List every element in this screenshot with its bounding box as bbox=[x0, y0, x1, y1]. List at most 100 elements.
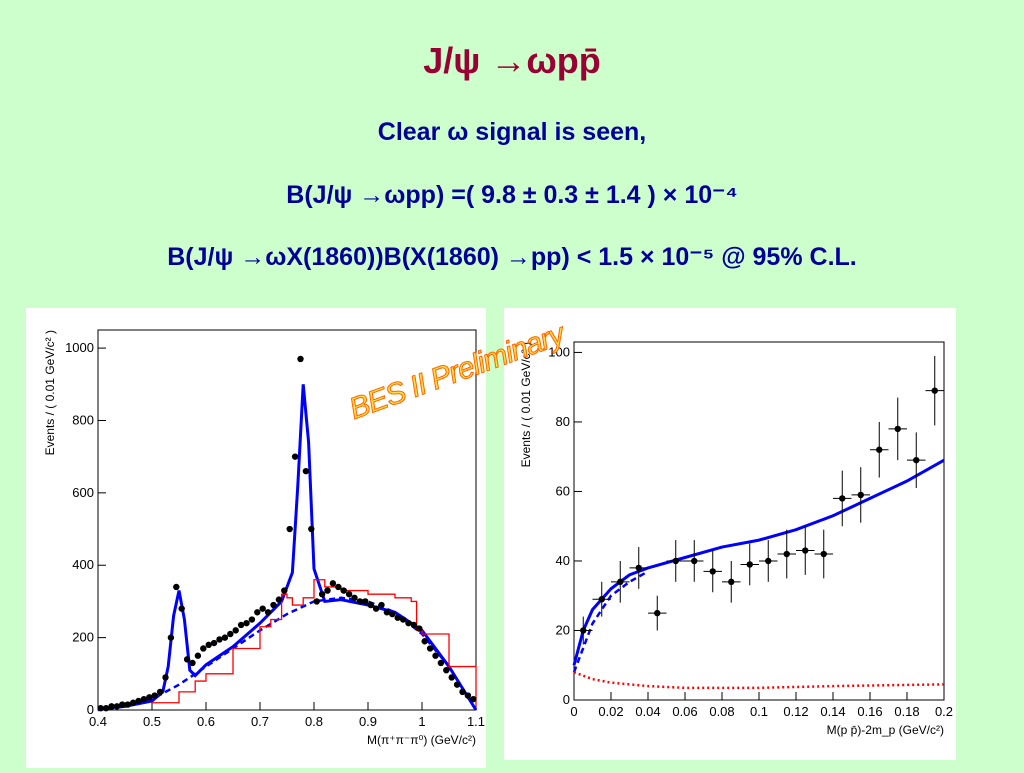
data-point bbox=[216, 636, 223, 643]
mc-histogram bbox=[152, 579, 477, 707]
data-point bbox=[437, 659, 445, 667]
data-point bbox=[416, 625, 423, 632]
x-tick-label: 0.9 bbox=[359, 714, 377, 729]
data-point bbox=[210, 639, 218, 647]
data-point bbox=[151, 692, 158, 699]
data-point bbox=[167, 634, 175, 641]
x-tick-label: 0.06 bbox=[672, 704, 697, 719]
data-point bbox=[97, 704, 104, 712]
data-point bbox=[728, 578, 735, 586]
data-point bbox=[654, 609, 661, 617]
data-point bbox=[367, 601, 374, 609]
data-point bbox=[318, 590, 326, 598]
data-point bbox=[913, 456, 920, 464]
chart-right-panel: 0 0.02 0.04 0.06 0.08 0.1 0.12 0.14 0.16 0.18 0.2 0… bbox=[504, 308, 956, 760]
x-tick-label: 0.08 bbox=[709, 704, 734, 719]
y-tick-label: 20 bbox=[556, 622, 570, 637]
y-tick-label: 80 bbox=[556, 414, 570, 429]
data-point bbox=[313, 598, 320, 605]
data-point bbox=[405, 619, 412, 627]
data-point bbox=[119, 701, 126, 708]
y-tick-label: 40 bbox=[556, 553, 570, 568]
x-tick-label: 0.12 bbox=[783, 704, 808, 719]
slide-title: J/ψ →ωpp̄ bbox=[423, 40, 601, 81]
text-line-3: B(J/ψ →ωX(1860))B(X(1860) →pp) < 1.5 × 1… bbox=[167, 243, 857, 271]
y-tick-label: 100 bbox=[548, 344, 570, 359]
data-point bbox=[308, 525, 315, 533]
y-tick-label: 0 bbox=[87, 702, 94, 717]
data-point bbox=[453, 681, 461, 688]
x-tick-label: 0 bbox=[570, 704, 577, 719]
data-point bbox=[839, 495, 846, 502]
text-line-1: Clear ω signal is seen, bbox=[377, 118, 647, 146]
data-point bbox=[372, 605, 380, 612]
data-point bbox=[227, 630, 234, 638]
data-point bbox=[443, 666, 450, 674]
data-point bbox=[410, 621, 418, 629]
data-point bbox=[931, 387, 938, 394]
data-point bbox=[691, 557, 698, 565]
data-point bbox=[470, 695, 477, 703]
background-fit-curve bbox=[572, 570, 649, 673]
data-point bbox=[857, 491, 864, 499]
data-point bbox=[183, 656, 191, 663]
data-point bbox=[345, 590, 353, 598]
data-point bbox=[129, 699, 137, 706]
x-tick-label: 0.2 bbox=[935, 704, 953, 719]
data-point bbox=[270, 601, 277, 609]
data-point bbox=[335, 583, 342, 591]
x-tick-label: 0.5 bbox=[143, 714, 161, 729]
data-point bbox=[194, 652, 202, 659]
x-tick-label: 0.8 bbox=[305, 714, 323, 729]
data-point bbox=[200, 645, 207, 652]
x-tick-label: 0.18 bbox=[894, 704, 919, 719]
data-point bbox=[617, 578, 624, 586]
data-point bbox=[362, 598, 369, 605]
data-point bbox=[189, 659, 196, 667]
data-point bbox=[383, 609, 391, 616]
x-tick-label: 0.1 bbox=[750, 704, 768, 719]
data-point bbox=[281, 587, 288, 594]
x-tick-label: 0.04 bbox=[635, 704, 660, 719]
data-point bbox=[709, 568, 716, 575]
data-point bbox=[746, 561, 753, 568]
x-tick-label: 0.6 bbox=[197, 714, 215, 729]
data-point bbox=[426, 645, 434, 652]
y-axis-label: Events / ( 0.01 GeV/c² ) bbox=[43, 330, 57, 455]
data-point bbox=[146, 694, 153, 701]
x-tick-label: 1 bbox=[418, 714, 425, 729]
fit-curve bbox=[572, 458, 945, 666]
data-point bbox=[178, 605, 185, 612]
data-point bbox=[108, 703, 115, 710]
data-point bbox=[297, 355, 304, 363]
data-point bbox=[237, 621, 245, 629]
data-point bbox=[783, 550, 790, 558]
data-point bbox=[221, 634, 229, 641]
data-point bbox=[302, 467, 310, 475]
y-tick-label: 600 bbox=[72, 485, 94, 500]
data-point bbox=[394, 614, 401, 621]
data-point bbox=[802, 547, 809, 554]
data-point bbox=[421, 638, 428, 645]
data-point bbox=[232, 627, 239, 634]
data-point bbox=[765, 557, 772, 565]
y-tick-label: 400 bbox=[72, 557, 94, 572]
data-point bbox=[876, 446, 883, 453]
x-tick-label: 0.4 bbox=[89, 714, 107, 729]
data-point bbox=[399, 616, 407, 623]
text-line-2: B(J/ψ →ωpp) =( 9.8 ± 0.3 ± 1.4 ) × 10⁻⁴ bbox=[286, 181, 738, 209]
data-point bbox=[351, 594, 358, 602]
data-point bbox=[356, 598, 364, 605]
data-point bbox=[156, 688, 164, 696]
data-point bbox=[162, 674, 169, 681]
data-point bbox=[820, 550, 827, 558]
data-point bbox=[243, 619, 250, 627]
data-point bbox=[259, 605, 266, 612]
data-point bbox=[113, 703, 121, 710]
data-point bbox=[329, 580, 337, 587]
y-tick-label: 0 bbox=[563, 692, 570, 707]
fit-curve bbox=[97, 384, 478, 711]
x-tick-label: 0.14 bbox=[820, 704, 845, 719]
data-point bbox=[264, 609, 272, 616]
data-point bbox=[389, 610, 396, 618]
